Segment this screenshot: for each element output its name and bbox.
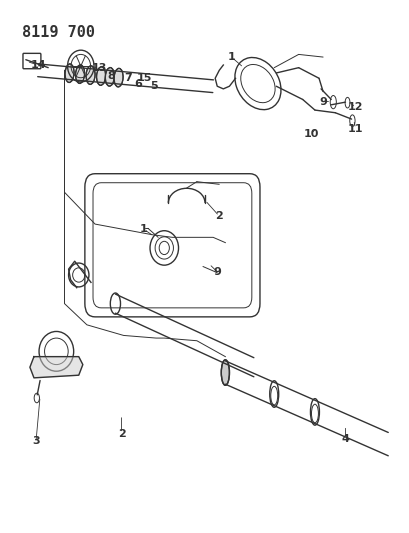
Text: 4: 4: [341, 434, 348, 444]
Ellipse shape: [114, 68, 123, 87]
Text: 9: 9: [318, 97, 326, 107]
Text: 2: 2: [215, 211, 222, 221]
Ellipse shape: [97, 67, 106, 85]
Text: 11: 11: [347, 124, 362, 134]
Text: 1: 1: [140, 224, 147, 235]
Polygon shape: [30, 357, 83, 378]
Text: 2: 2: [117, 429, 125, 439]
Text: 7: 7: [124, 73, 131, 83]
Text: 9: 9: [213, 267, 220, 277]
Text: 5: 5: [150, 81, 157, 91]
Text: 1: 1: [227, 52, 235, 62]
Text: 15: 15: [136, 73, 151, 83]
Text: 8: 8: [107, 70, 115, 80]
Text: 6: 6: [134, 78, 142, 88]
Text: 13: 13: [91, 63, 107, 72]
Ellipse shape: [86, 66, 95, 84]
Ellipse shape: [75, 65, 84, 83]
Text: 14: 14: [30, 60, 46, 70]
Text: 8119 700: 8119 700: [22, 25, 94, 41]
Ellipse shape: [221, 360, 229, 385]
Text: 10: 10: [302, 129, 318, 139]
Text: 3: 3: [32, 437, 40, 447]
FancyBboxPatch shape: [23, 53, 41, 69]
Text: 12: 12: [347, 102, 362, 112]
Ellipse shape: [65, 64, 74, 83]
Ellipse shape: [105, 68, 114, 86]
